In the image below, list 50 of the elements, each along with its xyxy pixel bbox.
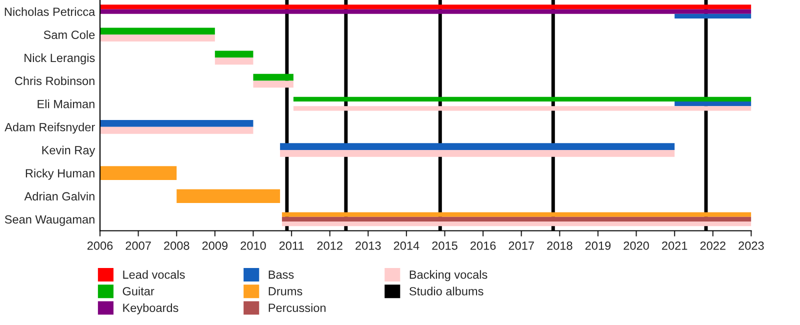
x-tick-label: 2008 [164, 241, 190, 250]
x-tick-label: 2021 [662, 241, 688, 250]
bar [100, 9, 752, 14]
y-tick-label: Sam Cole [44, 30, 95, 40]
y-tick-label: Nicholas Petricca [4, 7, 96, 16]
y-tick-label: Nick Lerangis [24, 53, 95, 64]
bar [100, 28, 215, 35]
x-tick-label: 2016 [470, 241, 496, 250]
legend-label: Studio albums [409, 286, 484, 296]
bar [674, 102, 752, 106]
legend-label: Backing vocals [410, 270, 488, 282]
bar [214, 58, 254, 65]
x-tick-label: 2020 [624, 241, 649, 250]
x-tick-label: 2017 [508, 241, 534, 250]
bar [214, 50, 254, 58]
bar [253, 74, 294, 81]
x-tick-label: 2009 [202, 241, 228, 250]
legend-label: Drums [268, 287, 302, 296]
bar [280, 150, 675, 157]
legend-label: Lead vocals [123, 270, 185, 279]
bar [100, 126, 254, 134]
x-tick-label: 2014 [394, 241, 420, 250]
x-tick-label: 2015 [432, 241, 458, 250]
x-tick-label: 2011 [279, 241, 304, 250]
y-tick-label: Adrian Galvin [24, 192, 94, 201]
bar [100, 34, 215, 42]
bar [253, 80, 294, 88]
y-tick-label: Ricky Human [26, 168, 94, 180]
y-tick-label: Eli Maiman [38, 100, 94, 108]
bar [100, 4, 752, 10]
x-tick-label: 2007 [126, 241, 151, 250]
y-tick-label: Sean Waugaman [4, 215, 94, 226]
bar [176, 189, 280, 204]
y-tick-label: Adam Reifsnyder [4, 122, 95, 134]
legend-label: Guitar [122, 286, 154, 296]
x-tick-label: 2023 [738, 241, 764, 250]
x-tick-label: 2013 [356, 241, 381, 250]
x-tick-label: 2018 [547, 241, 572, 250]
x-tick-label: 2022 [700, 241, 726, 250]
y-tick-label: Chris Robinson [15, 76, 94, 86]
legend-label: Keyboards [123, 303, 178, 314]
x-tick-label: 2012 [317, 241, 342, 250]
bar [100, 166, 177, 180]
x-tick-label: 2010 [240, 241, 266, 250]
y-tick-label: Kevin Ray [42, 146, 96, 157]
x-tick-label: 2006 [87, 241, 113, 250]
legend-label: Percussion [268, 303, 326, 312]
legend-label: Bass [268, 270, 294, 279]
x-tick-label: 2019 [585, 241, 611, 250]
bar [282, 216, 752, 222]
